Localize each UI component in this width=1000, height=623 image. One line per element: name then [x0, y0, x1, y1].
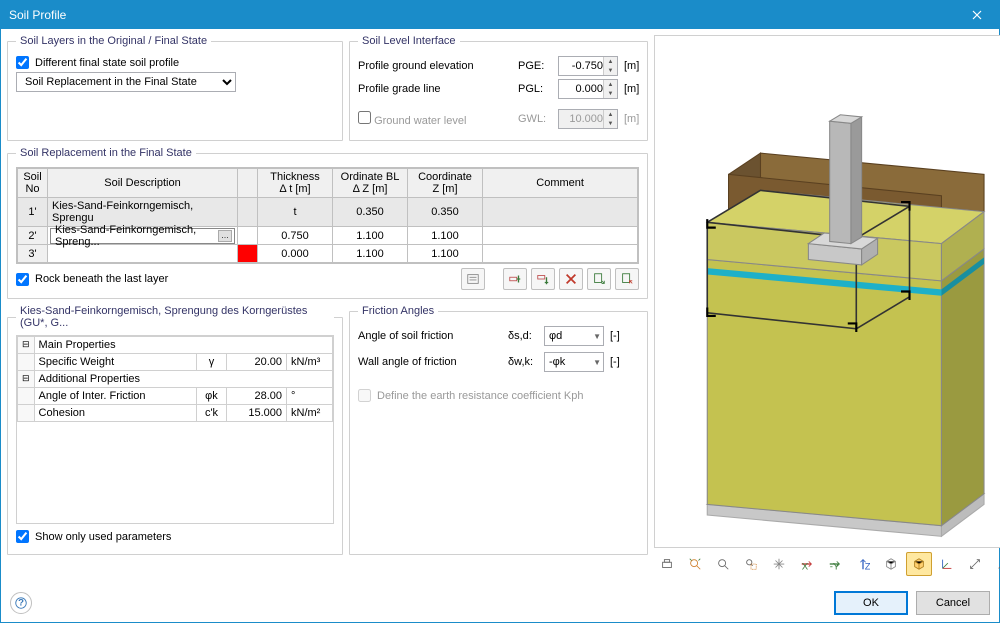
view-y-icon[interactable]: -Y [822, 552, 848, 576]
soil-replacement-legend: Soil Replacement in the Final State [16, 147, 196, 159]
soil-replacement-combo[interactable]: Soil Replacement in the Final State [16, 72, 236, 92]
pgl-input[interactable]: 0.000▲▼ [558, 79, 618, 99]
gwl-abbr: GWL: [518, 113, 558, 125]
th-soil-no: SoilNo [18, 169, 48, 198]
soil-friction-unit: [-] [610, 330, 620, 342]
th-thickness: ThicknessΔ t [m] [258, 169, 333, 198]
cancel-button[interactable]: Cancel [916, 591, 990, 615]
zoom-window-icon[interactable] [738, 552, 764, 576]
view-iso-icon[interactable] [878, 552, 904, 576]
show-only-used-label: Show only used parameters [35, 531, 171, 543]
svg-text:X: X [802, 561, 809, 571]
viewport-toolbar: X -Y Z [654, 552, 1000, 576]
svg-text:-Y: -Y [830, 561, 840, 571]
zoom-icon[interactable] [710, 552, 736, 576]
pge-abbr: PGE: [518, 60, 558, 72]
import-button[interactable] [587, 268, 611, 290]
kph-checkbox [358, 389, 371, 402]
properties-group: Kies-Sand-Feinkorngemisch, Sprengung des… [7, 305, 343, 555]
rock-label: Rock beneath the last layer [35, 273, 168, 285]
delete-row-button[interactable] [559, 268, 583, 290]
pgl-label: Profile grade line [358, 83, 518, 95]
different-final-state-checkbox[interactable] [16, 56, 29, 69]
soil-level-legend: Soil Level Interface [358, 35, 460, 47]
view-x-icon[interactable]: X [794, 552, 820, 576]
table-row[interactable]: 2'Kies-Sand-Feinkorngemisch, Spreng...…0… [18, 227, 638, 245]
soil-replacement-table[interactable]: SoilNo Soil Description ThicknessΔ t [m]… [17, 168, 638, 263]
th-color [238, 169, 258, 198]
3d-viewport[interactable] [654, 35, 1000, 548]
soil-friction-sym: δs,d: [508, 330, 544, 342]
view-z-icon[interactable]: Z [850, 552, 876, 576]
library-button[interactable] [461, 268, 485, 290]
rock-checkbox[interactable] [16, 273, 29, 286]
gwl-input: 10.000▲▼ [558, 109, 618, 129]
th-soil-desc: Soil Description [48, 169, 238, 198]
angle-friction-value[interactable]: 28.00 [227, 388, 287, 405]
properties-legend: Kies-Sand-Feinkorngemisch, Sprengung des… [16, 305, 334, 329]
soil-layers-legend: Soil Layers in the Original / Final Stat… [16, 35, 211, 47]
pgl-abbr: PGL: [518, 83, 558, 95]
show-only-used-checkbox[interactable] [16, 530, 29, 543]
wall-friction-label: Wall angle of friction [358, 356, 508, 368]
print-icon[interactable] [654, 552, 680, 576]
close-button[interactable] [955, 1, 999, 29]
pge-label: Profile ground elevation [358, 60, 518, 72]
title-bar: Soil Profile [1, 1, 999, 29]
expand-main[interactable]: ⊟ [18, 337, 35, 354]
properties-table[interactable]: ⊟Main Properties Specific Weightγ20.00kN… [17, 336, 333, 422]
insert-row-button[interactable] [503, 268, 527, 290]
kph-label: Define the earth resistance coefficient … [377, 390, 583, 402]
export-button[interactable] [615, 268, 639, 290]
gwl-label: Ground water level [374, 115, 466, 127]
gwl-unit: [m] [624, 113, 639, 125]
axes-icon[interactable] [934, 552, 960, 576]
ok-button[interactable]: OK [834, 591, 908, 615]
soil-friction-select[interactable]: φd▼ [544, 326, 604, 346]
th-comment: Comment [483, 169, 638, 198]
wall-friction-sym: δw,k: [508, 356, 544, 368]
pan-icon[interactable] [766, 552, 792, 576]
pge-unit: [m] [624, 60, 639, 72]
pgl-unit: [m] [624, 83, 639, 95]
specific-weight-value[interactable]: 20.00 [227, 354, 287, 371]
svg-text:Z: Z [865, 561, 870, 571]
wall-friction-unit: [-] [610, 356, 620, 368]
zoom-extents-icon[interactable] [682, 552, 708, 576]
table-row[interactable]: 1'Kies-Sand-Feinkorngemisch, Sprengut0.3… [18, 198, 638, 227]
expand-additional[interactable]: ⊟ [18, 371, 35, 388]
settings-icon[interactable] [990, 552, 1000, 576]
measure-icon[interactable] [962, 552, 988, 576]
help-button[interactable]: ? [10, 592, 32, 614]
view-persp-icon[interactable] [906, 552, 932, 576]
window-title: Soil Profile [9, 8, 66, 22]
append-row-button[interactable] [531, 268, 555, 290]
th-ordinate: Ordinate BLΔ Z [m] [333, 169, 408, 198]
wall-friction-select[interactable]: -φk▼ [544, 352, 604, 372]
dialog-footer: ? OK Cancel [0, 583, 1000, 623]
friction-angles-legend: Friction Angles [358, 305, 438, 317]
soil-friction-label: Angle of soil friction [358, 330, 508, 342]
desc-ellipsis-button[interactable]: … [218, 230, 232, 242]
soil-replacement-group: Soil Replacement in the Final State Soil… [7, 147, 648, 299]
friction-angles-group: Friction Angles Angle of soil friction δ… [349, 305, 648, 555]
pge-input[interactable]: -0.750▲▼ [558, 56, 618, 76]
svg-text:?: ? [18, 598, 24, 609]
soil-level-group: Soil Level Interface Profile ground elev… [349, 35, 648, 141]
soil-layers-group: Soil Layers in the Original / Final Stat… [7, 35, 343, 141]
th-coordinate: CoordinateZ [m] [408, 169, 483, 198]
gwl-checkbox[interactable] [358, 111, 371, 124]
cohesion-value[interactable]: 15.000 [227, 405, 287, 422]
different-final-state-label: Different final state soil profile [35, 57, 179, 69]
